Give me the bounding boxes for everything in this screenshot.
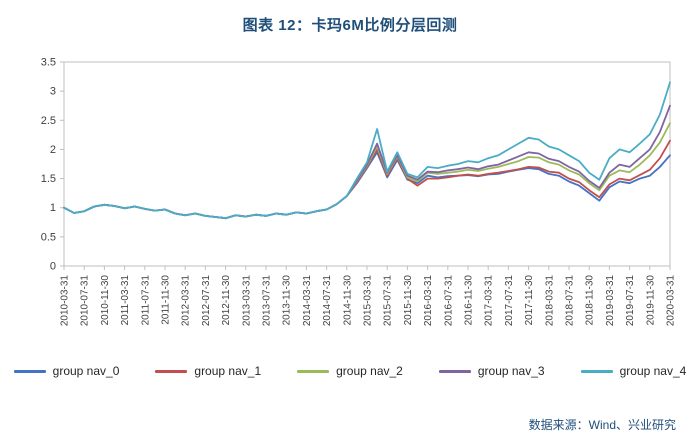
legend-line-swatch — [13, 369, 46, 373]
x-tick-label: 2010-11-30 — [100, 275, 111, 326]
series-line-group-nav_4 — [63, 81, 671, 220]
x-tick-label: 2011-11-30 — [161, 275, 172, 325]
legend-label: group nav_1 — [194, 364, 262, 378]
legend-line-swatch — [297, 369, 330, 373]
chart-legend: group nav_0 group nav_1 group nav_2 group n… — [0, 364, 700, 378]
x-tick-label: 2016-03-31 — [423, 275, 434, 327]
x-tick-label: 2014-07-31 — [322, 275, 333, 327]
y-tick-label: 1 — [50, 202, 56, 214]
x-tick-label: 2011-03-31 — [120, 275, 131, 326]
x-tick-label: 2010-07-31 — [80, 275, 91, 327]
legend-line-swatch — [155, 369, 188, 373]
x-tick-label: 2016-07-31 — [443, 275, 454, 327]
x-tick-label: 2012-03-31 — [181, 275, 192, 327]
y-tick-label: 0.5 — [41, 231, 56, 243]
x-tick-label: 2015-07-31 — [383, 275, 394, 327]
x-tick-label: 2018-07-31 — [565, 275, 576, 327]
x-tick-label: 2012-07-31 — [201, 275, 212, 327]
chart-title: 图表 12：卡玛6M比例分层回测 — [242, 17, 458, 34]
y-tick-label: 3.5 — [41, 57, 56, 69]
legend-label: group nav_3 — [477, 364, 545, 378]
x-tick-label: 2015-11-30 — [403, 275, 414, 326]
legend-item: group nav_1 — [155, 364, 261, 378]
legend-label: group nav_0 — [52, 364, 120, 378]
x-tick-label: 2015-03-31 — [363, 275, 374, 327]
x-tick-label: 2017-11-30 — [524, 275, 535, 326]
x-tick-label: 2017-07-31 — [504, 275, 515, 327]
x-tick-label: 2010-03-31 — [60, 275, 71, 327]
y-tick-label: 2 — [50, 144, 56, 156]
legend-label: group nav_4 — [619, 364, 687, 378]
legend-item: group nav_3 — [438, 364, 545, 378]
x-tick-label: 2012-11-30 — [221, 275, 232, 326]
legend-label: group nav_2 — [336, 364, 403, 378]
y-tick-label: 2.5 — [41, 115, 56, 127]
x-tick-label: 2014-11-30 — [342, 275, 353, 326]
x-tick-label: 2016-11-30 — [464, 275, 475, 326]
x-tick-label: 2011-07-31 — [140, 275, 151, 326]
x-tick-label: 2014-03-31 — [302, 275, 313, 327]
legend-line-swatch — [580, 369, 613, 373]
data-source-note: 数据来源：Wind、兴业研究 — [528, 418, 676, 432]
line-chart: 0 0.5 1 1.5 2 2.5 3 3.5 2010-03-31 2010-07-31 2010… — [41, 57, 677, 327]
x-tick-label: 2018-03-31 — [544, 275, 555, 327]
y-tick-label: 3 — [50, 86, 56, 98]
x-tick-label: 2019-07-31 — [625, 275, 636, 327]
x-tick-label: 2013-03-31 — [241, 275, 252, 327]
y-tick-label: 1.5 — [41, 173, 56, 185]
x-tick-label: 2013-11-30 — [282, 275, 293, 326]
x-tick-label: 2020-03-31 — [666, 275, 677, 327]
series-line-group-nav_1 — [63, 139, 671, 220]
x-tick-label: 2019-03-31 — [605, 275, 616, 327]
x-tick-label: 2019-11-30 — [645, 275, 656, 326]
x-tick-label: 2017-03-31 — [484, 275, 495, 327]
x-tick-label: 2018-11-30 — [585, 275, 596, 326]
x-tick-label: 2013-07-31 — [262, 275, 273, 327]
y-tick-label: 0 — [50, 261, 56, 273]
legend-item: group nav_0 — [13, 364, 120, 378]
legend-line-swatch — [438, 369, 471, 373]
legend-item: group nav_2 — [297, 364, 403, 378]
legend-item: group nav_4 — [580, 364, 687, 378]
